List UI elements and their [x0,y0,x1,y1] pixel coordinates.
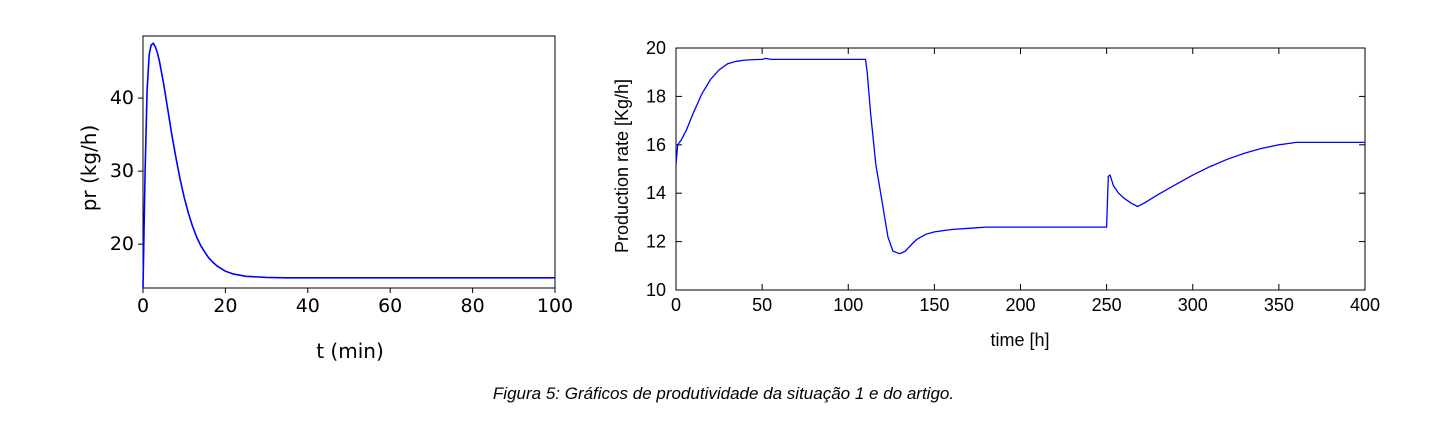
chart-right-x-tick-label: 200 [1005,295,1035,315]
chart-left-x-tick-label: 20 [213,295,237,317]
chart-right-x-tick-label: 300 [1178,295,1208,315]
chart-right-x-axis-label: time [h] [990,330,1049,350]
chart-right-y-tick-label: 10 [646,280,666,300]
chart-left-y-axis-label: pr (kg/h) [77,125,101,212]
chart-right-y-tick-label: 20 [646,38,666,58]
chart-left: 0 20 40 60 80 100 20 30 40 t (min) pr (kg/h) [77,35,573,363]
chart-right-x-tick-label: 250 [1092,295,1122,315]
chart-left-x-tick-label: 60 [378,295,402,317]
chart-right-x-tick-label: 400 [1350,295,1380,315]
figure-canvas: 0 20 40 60 80 100 20 30 40 t (min) pr (kg/h) 0 50… [77,35,1380,363]
chart-left-plot-frame [142,35,556,289]
chart-left-x-axis-label: t (min) [316,339,384,363]
chart-right: 0 50 100 150 200 250 300 350 400 10 12 14 16 18 20 tim… [612,38,1380,350]
chart-left-x-tick-label: 0 [137,295,149,317]
chart-right-x-tick-label: 50 [752,295,772,315]
chart-left-y-tick-label: 20 [110,233,134,255]
chart-left-x-tick-label: 100 [537,295,573,317]
chart-right-y-tick-label: 14 [646,183,666,203]
chart-left-x-tick-label: 40 [296,295,320,317]
chart-right-x-tick-label: 150 [919,295,949,315]
chart-right-series-line [675,57,1365,255]
chart-right-y-tick-label: 12 [646,232,666,252]
chart-left-y-tick-label: 30 [110,160,134,182]
chart-left-x-tick-label: 80 [461,295,485,317]
chart-right-y-axis-label: Production rate [Kg/h] [612,79,632,253]
figure-caption: Figura 5: Gráficos de produtividade da s… [492,384,955,403]
chart-left-y-tick-label: 40 [110,87,134,109]
chart-right-y-tick-label: 16 [646,135,666,155]
chart-right-plot-frame [675,47,1366,291]
chart-left-series-line [142,42,555,289]
chart-right-x-tick-label: 350 [1264,295,1294,315]
chart-right-x-tick-label: 0 [671,295,681,315]
chart-right-y-tick-label: 18 [646,86,666,106]
chart-right-x-tick-label: 100 [833,295,863,315]
